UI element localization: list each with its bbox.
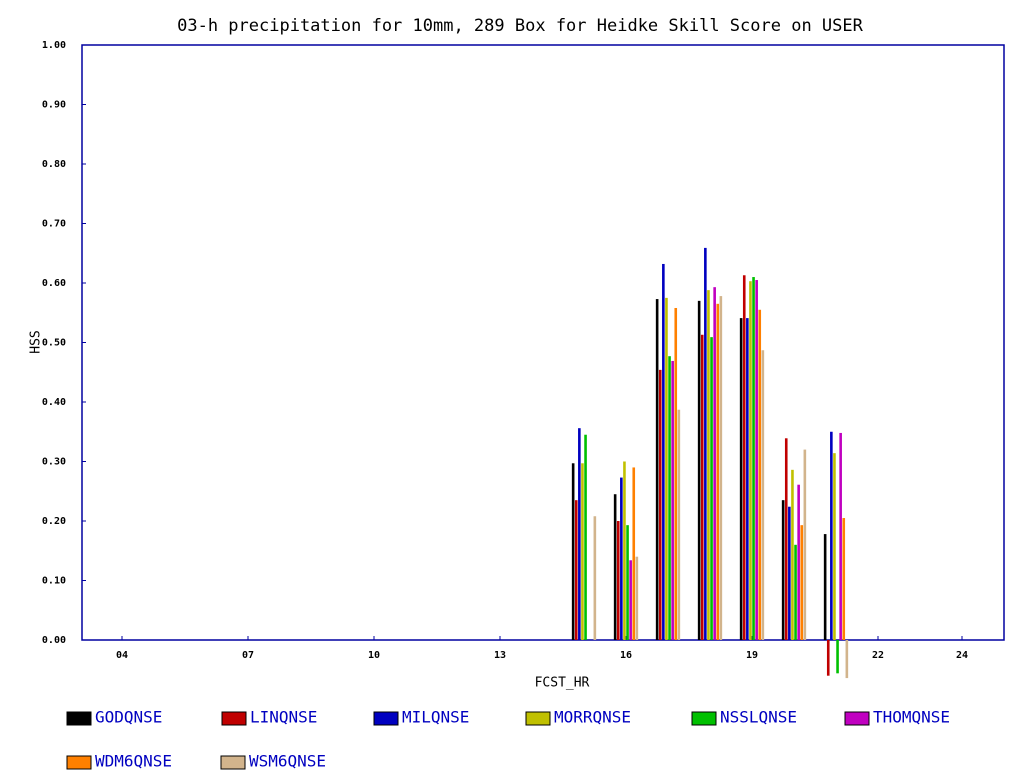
- x-tick-label: 13: [494, 650, 506, 661]
- bar: [788, 506, 791, 640]
- bar: [571, 463, 575, 640]
- bar: [635, 556, 639, 640]
- bar: [658, 369, 662, 640]
- bar: [752, 277, 755, 640]
- bar: [781, 500, 785, 640]
- bar: [700, 334, 704, 640]
- bar: [578, 428, 581, 640]
- bar: [803, 449, 807, 640]
- x-tick-label: 10: [368, 650, 380, 661]
- bar: [794, 544, 797, 640]
- bar: [574, 500, 578, 640]
- bar: [593, 516, 597, 640]
- legend-label: WSM6QNSE: [249, 752, 326, 771]
- bar: [626, 525, 629, 640]
- legend-label: THOMQNSE: [873, 708, 950, 727]
- bar: [800, 525, 804, 640]
- bar: [742, 275, 746, 640]
- x-tick-label: 04: [116, 650, 128, 661]
- legend-swatch: [66, 755, 92, 770]
- bar: [629, 560, 632, 640]
- bar: [620, 477, 623, 640]
- bar: [677, 409, 681, 640]
- y-tick-label: 0.20: [42, 516, 66, 527]
- bar: [842, 518, 846, 640]
- bar: [707, 290, 710, 640]
- legend-label: MORRQNSE: [554, 708, 631, 727]
- legend-swatch: [844, 711, 870, 726]
- bar: [797, 484, 800, 640]
- bar: [655, 299, 659, 640]
- legend-label: GODQNSE: [95, 708, 162, 727]
- legend-label: LINQNSE: [250, 708, 317, 727]
- legend-label: MILQNSE: [402, 708, 469, 727]
- plot-frame: [81, 44, 1005, 641]
- legend-swatch: [691, 711, 717, 726]
- bar: [836, 640, 839, 674]
- bar: [761, 350, 765, 640]
- legend-label: NSSLQNSE: [720, 708, 797, 727]
- bar: [845, 640, 849, 679]
- bar: [758, 309, 762, 640]
- chart-title: 03-h precipitation for 10mm, 289 Box for…: [177, 16, 864, 36]
- bar: [613, 494, 617, 640]
- y-tick-label: 0.50: [42, 338, 66, 349]
- x-axis-label: FCST_HR: [535, 676, 590, 691]
- bar: [668, 356, 671, 640]
- bar: [739, 318, 743, 640]
- bar: [749, 281, 752, 640]
- bar: [674, 307, 678, 640]
- bar: [839, 432, 842, 640]
- legend-swatch: [220, 755, 246, 770]
- bar: [623, 461, 626, 640]
- bar: [716, 303, 720, 640]
- y-tick-label: 0.40: [42, 397, 66, 408]
- x-tick-label: 16: [620, 650, 632, 661]
- bar: [713, 287, 716, 640]
- bar: [665, 297, 668, 640]
- x-tick-label: 19: [746, 650, 758, 661]
- bar: [826, 640, 830, 676]
- bar: [581, 463, 584, 640]
- y-tick-label: 1.00: [42, 40, 66, 51]
- legend-label: WDM6QNSE: [95, 752, 172, 771]
- legend-swatch: [373, 711, 399, 726]
- y-axis-label: HSS: [29, 330, 44, 353]
- y-tick-label: 0.80: [42, 159, 66, 170]
- x-tick-label: 24: [956, 650, 968, 661]
- legend-swatch: [66, 711, 92, 726]
- bar: [671, 360, 674, 640]
- bar: [719, 296, 723, 640]
- bar: [710, 337, 713, 640]
- bar: [755, 280, 758, 640]
- bar: [823, 534, 827, 640]
- bar: [784, 438, 788, 640]
- bar: [584, 434, 587, 640]
- x-tick-label: 07: [242, 650, 254, 661]
- legend-swatch: [525, 711, 551, 726]
- y-tick-label: 0.30: [42, 457, 66, 468]
- bar: [632, 467, 636, 640]
- y-tick-label: 0.10: [42, 576, 66, 587]
- bar: [704, 247, 707, 640]
- y-tick-label: 0.70: [42, 219, 66, 230]
- bar: [833, 453, 836, 640]
- y-tick-label: 0.00: [42, 635, 66, 646]
- bar: [697, 300, 701, 640]
- bar: [830, 431, 833, 640]
- x-tick-label: 22: [872, 650, 884, 661]
- bar: [746, 318, 749, 640]
- bar: [616, 521, 620, 640]
- bar: [662, 263, 665, 640]
- legend-swatch: [221, 711, 247, 726]
- y-tick-label: 0.60: [42, 278, 66, 289]
- bar: [791, 469, 794, 640]
- y-tick-label: 0.90: [42, 100, 66, 111]
